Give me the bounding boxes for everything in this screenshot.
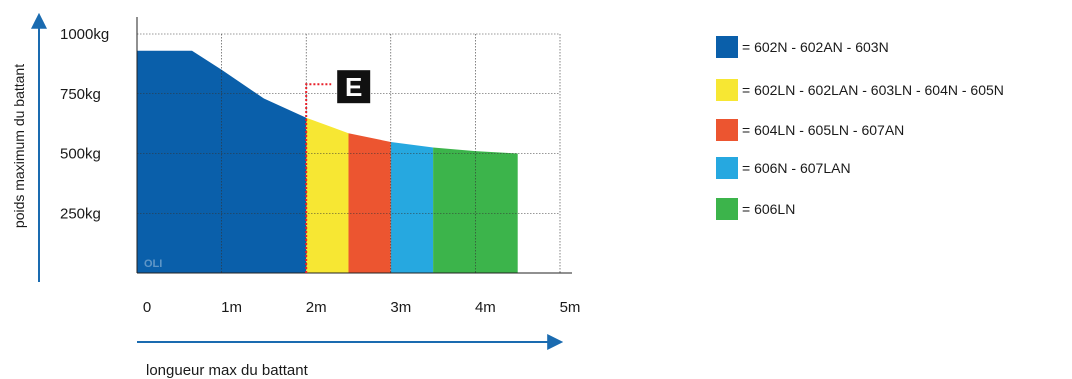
area-segment-1	[137, 50, 307, 274]
area-segment-3	[348, 133, 391, 273]
y-tick-label: 1000kg	[60, 26, 109, 43]
y-tick-label: 750kg	[60, 86, 101, 103]
x-tick-labels: 0 1m 2m 3m 4m 5m	[143, 299, 581, 316]
y-axis-label: poids maximum du battant	[11, 64, 27, 228]
legend-label: = 602N - 602AN - 603N	[742, 39, 889, 55]
legend-label: = 604LN - 605LN - 607AN	[742, 122, 905, 138]
area-segment-5	[433, 147, 518, 273]
y-tick-label: 500kg	[60, 146, 101, 163]
legend-label: = 606N - 607LAN	[742, 160, 851, 176]
e-badge	[337, 70, 371, 104]
area-segment-2	[306, 117, 349, 273]
legend-item: = 606N - 607LAN	[716, 157, 851, 179]
legend-label: = 602LN - 602LAN - 603LN - 604N - 605N	[742, 82, 1004, 98]
leader-line	[305, 83, 332, 273]
area-segments	[137, 50, 518, 274]
legend-swatch	[716, 119, 738, 141]
y-tick-label: 250kg	[60, 205, 101, 222]
legend-item: = 602LN - 602LAN - 603LN - 604N - 605N	[716, 79, 1004, 101]
x-tick-label: 3m	[390, 299, 411, 316]
x-tick-label: 1m	[221, 299, 242, 316]
legend-swatch	[716, 79, 738, 101]
legend-item: = 604LN - 605LN - 607AN	[716, 119, 904, 141]
y-tick-labels: 250kg 500kg 750kg 1000kg	[60, 26, 109, 222]
oli-watermark: OLI	[144, 258, 162, 270]
area-segment-4	[390, 142, 434, 273]
x-tick-label: 4m	[475, 299, 496, 316]
legend-swatch	[716, 36, 738, 58]
x-tick-label: 5m	[560, 299, 581, 316]
plot-frame	[136, 17, 572, 274]
grid-lines	[137, 33, 561, 273]
x-tick-label: 0	[143, 299, 151, 316]
x-tick-label: 2m	[306, 299, 327, 316]
legend-swatch	[716, 198, 738, 220]
legend-swatch	[716, 157, 738, 179]
legend-item: = 606LN	[716, 198, 795, 220]
e-badge-label: E	[345, 72, 362, 102]
annotations: E OLI	[144, 70, 371, 273]
legend-label: = 606LN	[742, 201, 796, 217]
legend-item: = 602N - 602AN - 603N	[716, 36, 889, 58]
x-axis-label: longueur max du battant	[146, 362, 309, 379]
